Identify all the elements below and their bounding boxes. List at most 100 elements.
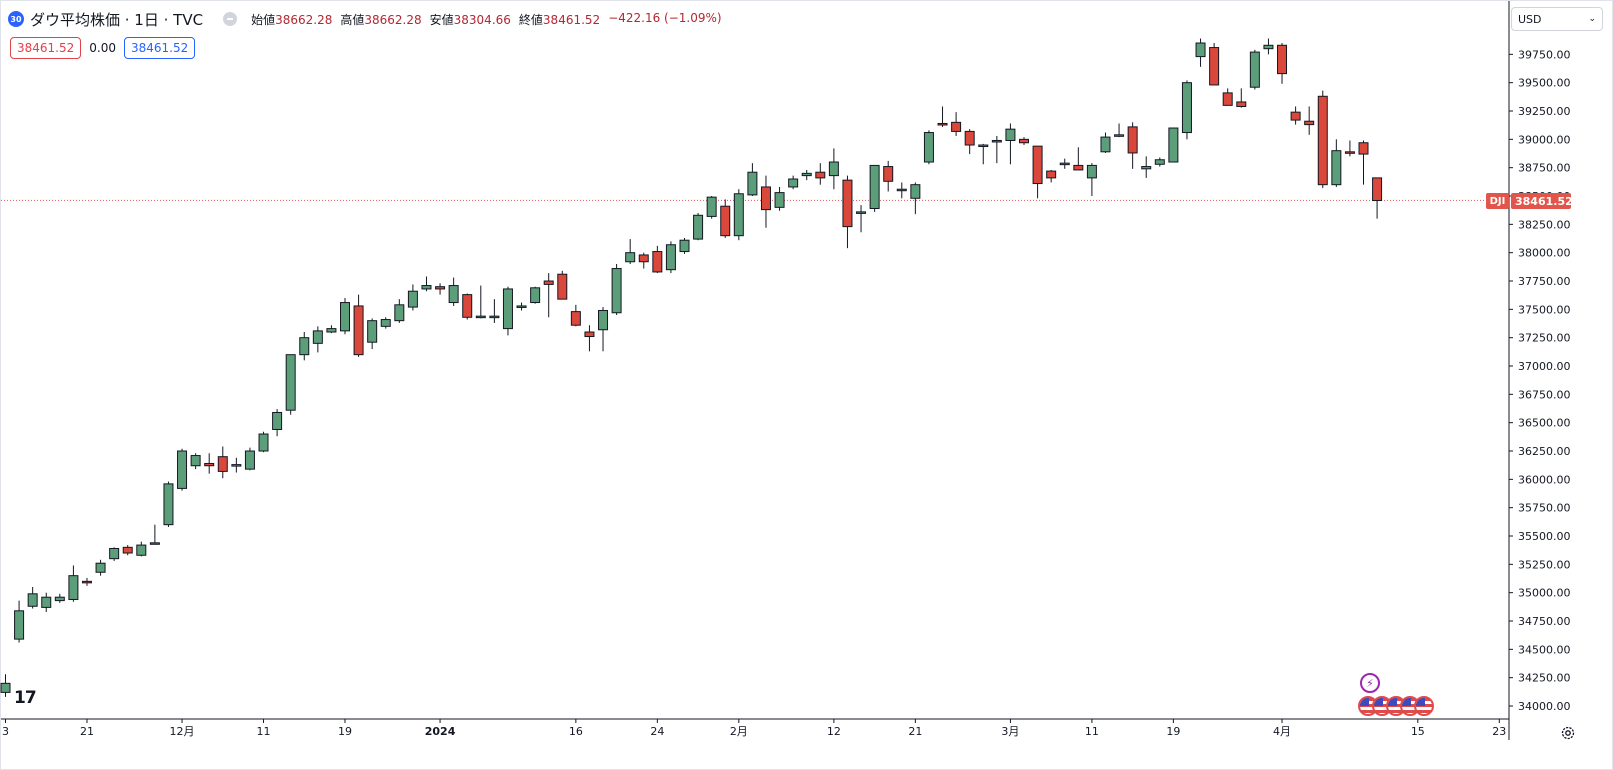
candle <box>462 293 473 320</box>
candle <box>95 559 106 576</box>
candle <box>1222 88 1233 106</box>
candle-body <box>54 596 65 602</box>
symbol-title[interactable]: ダウ平均株価 · 1日 · TVC <box>30 10 204 29</box>
candle-body <box>81 580 92 584</box>
x-tick-label: 15 <box>1411 725 1425 738</box>
x-tick-label: 2024 <box>425 725 456 738</box>
y-tick-label: 34750.00 <box>1518 615 1571 628</box>
candle-body <box>1344 151 1355 154</box>
candle-body <box>720 205 731 237</box>
x-tick-label: 2月 <box>730 725 748 738</box>
candle <box>951 112 962 136</box>
candle-body <box>1127 126 1138 154</box>
candle-body <box>1195 42 1206 58</box>
candle-body <box>625 252 636 263</box>
candle <box>1209 43 1220 86</box>
y-tick-label: 39000.00 <box>1518 133 1571 146</box>
candle-body <box>869 164 880 209</box>
y-tick-label: 34000.00 <box>1518 700 1571 713</box>
candle <box>1114 123 1125 138</box>
candle-body <box>557 273 568 300</box>
candle <box>1331 139 1342 187</box>
buy-price-button[interactable]: 38461.52 <box>123 37 196 59</box>
ohlc-values: 始値38662.28 高値38662.28 安値38304.66 終値38461… <box>251 11 722 28</box>
y-tick-label: 39750.00 <box>1518 48 1571 61</box>
y-tick-label: 38250.00 <box>1518 218 1571 231</box>
x-tick-label: 12月 <box>170 725 195 738</box>
candle-body <box>41 596 52 608</box>
candle <box>407 284 418 311</box>
candle <box>1073 147 1084 171</box>
candle <box>625 239 636 265</box>
candle <box>991 135 1002 164</box>
candle-body <box>937 122 948 126</box>
candle-body <box>706 196 717 217</box>
candle <box>1344 140 1355 157</box>
candle-body <box>1114 134 1125 137</box>
candle-body <box>27 593 38 607</box>
candle <box>788 175 799 190</box>
y-tick-label: 35250.00 <box>1518 558 1571 571</box>
candle <box>923 130 934 165</box>
candle <box>1005 123 1016 165</box>
candle <box>502 286 513 336</box>
symbol-price-tag: DJI <box>1486 193 1509 209</box>
candle-body <box>584 331 595 338</box>
candle <box>1181 80 1192 140</box>
candle <box>543 273 554 318</box>
candle <box>190 453 201 470</box>
candle <box>937 106 948 127</box>
candle-body <box>1277 44 1288 75</box>
candle-body <box>394 304 405 322</box>
us-flag-icon[interactable] <box>1414 696 1434 716</box>
x-axis-ticks: 3 21 12月 11 19 2024 16 24 2月 12 21 3月 11 19 4月 15 23 <box>2 719 1506 738</box>
candle-body <box>353 305 364 356</box>
x-tick-label: 3 <box>2 725 9 738</box>
candle-body <box>1181 82 1192 134</box>
candle-body <box>435 286 446 290</box>
candle-body <box>788 178 799 188</box>
y-tick-label: 36500.00 <box>1518 417 1571 430</box>
candle-body <box>896 188 907 192</box>
candle-body <box>340 302 350 332</box>
candle-body <box>136 544 147 556</box>
candle <box>910 182 921 215</box>
candle <box>448 277 459 306</box>
candle-body <box>407 290 418 308</box>
candle-body <box>679 239 690 253</box>
tradingview-logo-icon[interactable]: 17 <box>14 688 37 708</box>
sell-price-button[interactable]: 38461.52 <box>10 37 82 59</box>
candle <box>665 241 676 274</box>
candle-body <box>828 161 839 177</box>
x-tick-label: 4月 <box>1273 725 1291 738</box>
candle <box>828 148 839 190</box>
candle <box>1358 140 1369 185</box>
candle <box>869 164 880 212</box>
candle-body <box>910 184 921 199</box>
candle <box>1141 156 1152 178</box>
candle-body <box>1032 145 1043 185</box>
currency-select[interactable]: USD ⌄ <box>1511 7 1603 31</box>
hide-legend-icon[interactable] <box>223 12 238 26</box>
candle-body <box>462 294 473 318</box>
currency-label: USD <box>1518 12 1542 26</box>
candle <box>81 577 92 586</box>
candle-body <box>978 144 989 148</box>
candle <box>964 129 975 155</box>
candle-body <box>204 462 215 467</box>
y-tick-label: 37500.00 <box>1518 303 1571 316</box>
symbol-legend: 30 ダウ平均株価 · 1日 · TVC 始値38662.28 高値38662.… <box>8 9 722 29</box>
candle-body <box>1005 128 1016 141</box>
candle-body <box>856 211 867 214</box>
candle <box>706 196 717 219</box>
lightning-icon[interactable]: ⚡ <box>1360 673 1380 693</box>
x-tick-label: 11 <box>1085 725 1099 738</box>
candle <box>1100 132 1111 153</box>
gear-icon[interactable] <box>1556 721 1580 745</box>
economic-events[interactable] <box>1358 696 1434 716</box>
candle <box>693 213 704 241</box>
candle <box>1168 127 1179 163</box>
candle-body <box>448 285 459 304</box>
candle-body <box>530 287 541 304</box>
